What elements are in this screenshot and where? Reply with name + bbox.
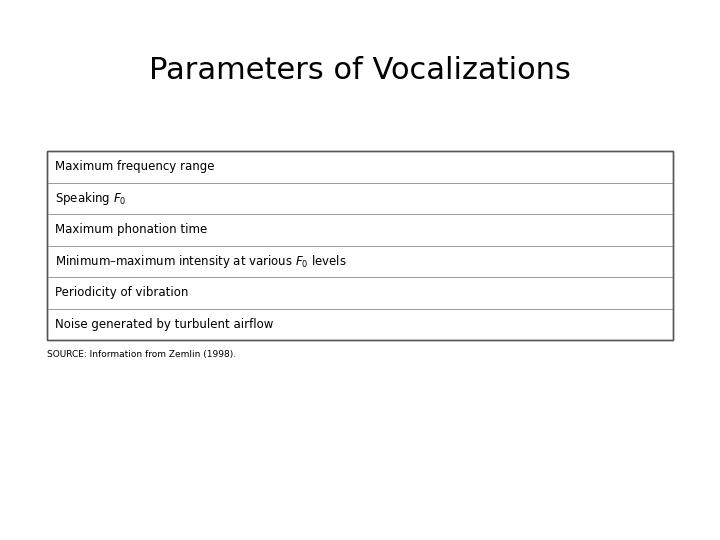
Bar bbox=[47, 151, 673, 340]
Bar bbox=[47, 151, 673, 340]
Text: SOURCE: Information from Zemlin (1998).: SOURCE: Information from Zemlin (1998). bbox=[47, 350, 236, 359]
Text: Maximum phonation time: Maximum phonation time bbox=[55, 224, 207, 237]
Text: Speaking $F_0$: Speaking $F_0$ bbox=[55, 190, 127, 207]
Text: Minimum–maximum intensity at various $F_0$ levels: Minimum–maximum intensity at various $F_… bbox=[55, 253, 347, 270]
Text: Periodicity of vibration: Periodicity of vibration bbox=[55, 286, 189, 300]
Text: Parameters of Vocalizations: Parameters of Vocalizations bbox=[149, 56, 571, 85]
Text: Maximum frequency range: Maximum frequency range bbox=[55, 160, 215, 173]
Text: Noise generated by turbulent airflow: Noise generated by turbulent airflow bbox=[55, 318, 274, 331]
